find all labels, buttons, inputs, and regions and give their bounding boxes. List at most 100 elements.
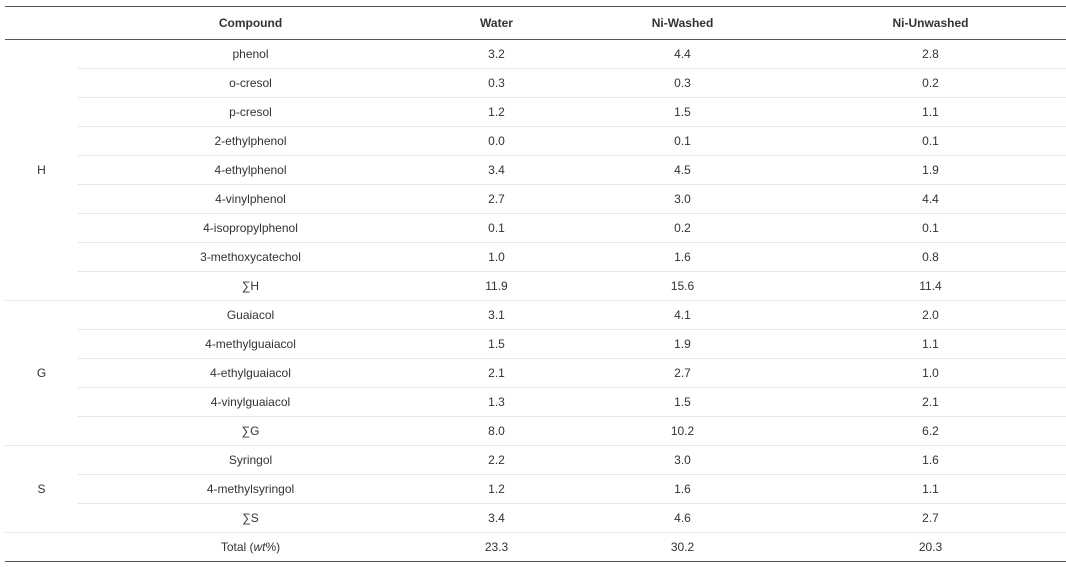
water-cell: 2.2 [423, 445, 570, 475]
table-row: S Syringol 2.2 3.0 1.6 [5, 445, 1066, 533]
total-label-cell: Total (wt%) [78, 532, 423, 562]
water-cell: 0.1 [423, 213, 570, 243]
ni-unwashed-cell: 1.1 [795, 329, 1066, 359]
water-cell: 23.3 [423, 532, 570, 562]
total-row: Total (wt%) 23.3 30.2 20.3 [5, 532, 1066, 562]
total-label-prefix: Total ( [220, 540, 254, 554]
ni-washed-cell: 4.5 [570, 155, 795, 185]
table-row: 4-ethylphenol 3.4 4.5 1.9 [5, 155, 1066, 185]
header-group [5, 6, 78, 40]
water-cell: 1.0 [423, 242, 570, 272]
ni-unwashed-cell: 2.7 [795, 503, 1066, 533]
sum-row: ∑G 8.0 10.2 6.2 [5, 416, 1066, 446]
table-row: 4-methylguaiacol 1.5 1.9 1.1 [5, 329, 1066, 359]
ni-unwashed-cell: 0.2 [795, 68, 1066, 98]
compound-cell: 4-methylguaiacol [78, 329, 423, 359]
header-ni-unwashed: Ni-Unwashed [795, 6, 1066, 40]
compound-cell: 4-methylsyringol [78, 474, 423, 504]
compound-cell: 4-vinylphenol [78, 184, 423, 214]
ni-unwashed-cell: 2.1 [795, 387, 1066, 417]
ni-unwashed-cell: 1.9 [795, 155, 1066, 185]
header-compound: Compound [78, 6, 423, 40]
ni-unwashed-cell: 20.3 [795, 532, 1066, 562]
sum-label-cell: ∑G [78, 416, 423, 446]
table-row: 4-vinylguaiacol 1.3 1.5 2.1 [5, 387, 1066, 417]
group-label: H [5, 39, 78, 301]
ni-unwashed-cell: 2.0 [795, 300, 1066, 330]
water-cell: 1.3 [423, 387, 570, 417]
ni-washed-cell: 1.5 [570, 387, 795, 417]
table-row: 4-vinylphenol 2.7 3.0 4.4 [5, 184, 1066, 214]
ni-unwashed-cell: 1.1 [795, 97, 1066, 127]
total-group-cell [5, 532, 78, 562]
water-cell: 3.2 [423, 39, 570, 69]
table-header: Compound Water Ni-Washed Ni-Unwashed [5, 6, 1066, 40]
ni-washed-cell: 1.6 [570, 242, 795, 272]
compound-cell: 4-ethylphenol [78, 155, 423, 185]
compound-cell: Guaiacol [78, 300, 423, 330]
total-label-unit: wt [253, 540, 266, 554]
compound-cell: 4-ethylguaiacol [78, 358, 423, 388]
compound-cell: Syringol [78, 445, 423, 475]
ni-washed-cell: 15.6 [570, 271, 795, 301]
ni-washed-cell: 0.2 [570, 213, 795, 243]
ni-washed-cell: 10.2 [570, 416, 795, 446]
ni-unwashed-cell: 6.2 [795, 416, 1066, 446]
table-row: 4-methylsyringol 1.2 1.6 1.1 [5, 474, 1066, 504]
ni-washed-cell: 0.3 [570, 68, 795, 98]
table-row: 4-ethylguaiacol 2.1 2.7 1.0 [5, 358, 1066, 388]
ni-unwashed-cell: 1.0 [795, 358, 1066, 388]
water-cell: 3.4 [423, 503, 570, 533]
compound-cell: 2-ethylphenol [78, 126, 423, 156]
sum-row: ∑H 11.9 15.6 11.4 [5, 271, 1066, 301]
table-row: 2-ethylphenol 0.0 0.1 0.1 [5, 126, 1066, 156]
group-label: G [5, 300, 78, 446]
header-row: Compound Water Ni-Washed Ni-Unwashed [5, 6, 1066, 40]
ni-washed-cell: 4.1 [570, 300, 795, 330]
group-label: S [5, 445, 78, 533]
compound-cell: o-cresol [78, 68, 423, 98]
ni-washed-cell: 3.0 [570, 184, 795, 214]
compound-cell: 4-isopropylphenol [78, 213, 423, 243]
water-cell: 0.0 [423, 126, 570, 156]
ni-unwashed-cell: 1.6 [795, 445, 1066, 475]
compound-cell: 4-vinylguaiacol [78, 387, 423, 417]
ni-unwashed-cell: 2.8 [795, 39, 1066, 69]
table-row: 4-isopropylphenol 0.1 0.2 0.1 [5, 213, 1066, 243]
water-cell: 11.9 [423, 271, 570, 301]
ni-washed-cell: 1.5 [570, 97, 795, 127]
ni-washed-cell: 2.7 [570, 358, 795, 388]
ni-unwashed-cell: 11.4 [795, 271, 1066, 301]
ni-washed-cell: 1.6 [570, 474, 795, 504]
ni-washed-cell: 4.4 [570, 39, 795, 69]
ni-unwashed-cell: 0.1 [795, 126, 1066, 156]
water-cell: 1.5 [423, 329, 570, 359]
water-cell: 2.1 [423, 358, 570, 388]
sum-label-cell: ∑S [78, 503, 423, 533]
table-row: 3-methoxycatechol 1.0 1.6 0.8 [5, 242, 1066, 272]
ni-washed-cell: 1.9 [570, 329, 795, 359]
total-label-suffix: %) [265, 540, 281, 554]
compound-cell: p-cresol [78, 97, 423, 127]
compound-cell: 3-methoxycatechol [78, 242, 423, 272]
table-row: p-cresol 1.2 1.5 1.1 [5, 97, 1066, 127]
sum-label-cell: ∑H [78, 271, 423, 301]
table-row: o-cresol 0.3 0.3 0.2 [5, 68, 1066, 98]
table-row: G Guaiacol 3.1 4.1 2.0 [5, 300, 1066, 446]
water-cell: 1.2 [423, 97, 570, 127]
ni-washed-cell: 0.1 [570, 126, 795, 156]
ni-unwashed-cell: 0.1 [795, 213, 1066, 243]
sum-row: ∑S 3.4 4.6 2.7 [5, 503, 1066, 533]
water-cell: 8.0 [423, 416, 570, 446]
ni-washed-cell: 4.6 [570, 503, 795, 533]
ni-unwashed-cell: 1.1 [795, 474, 1066, 504]
water-cell: 1.2 [423, 474, 570, 504]
ni-unwashed-cell: 4.4 [795, 184, 1066, 214]
water-cell: 3.1 [423, 300, 570, 330]
ni-unwashed-cell: 0.8 [795, 242, 1066, 272]
ni-washed-cell: 3.0 [570, 445, 795, 475]
water-cell: 0.3 [423, 68, 570, 98]
